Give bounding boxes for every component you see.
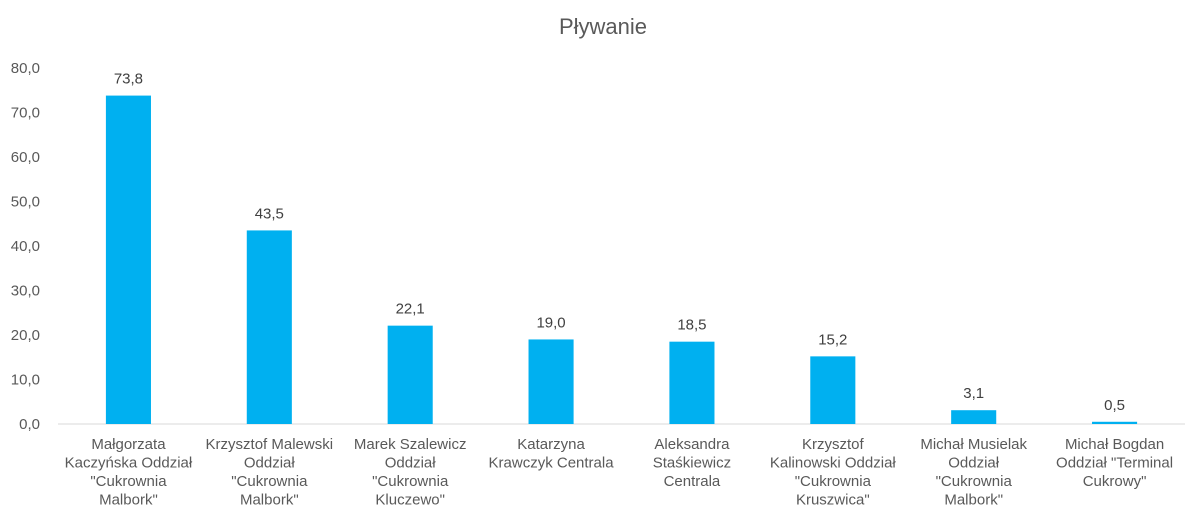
bar (246, 230, 292, 424)
category-label: Michał Bogdan Oddział "Terminal Cukrowy" (1056, 436, 1173, 490)
category-label: Małgorzata Kaczyńska Oddział "Cukrownia Mal… (65, 436, 193, 509)
category-label: Marek Szalewicz Oddział "Cukrownia Kluczewo… (354, 436, 467, 509)
bar (387, 325, 433, 424)
category-label-line: Kalinowski Oddział (770, 455, 897, 472)
category-label-line: Małgorzata (91, 436, 166, 453)
data-label: 0,5 (1104, 397, 1125, 414)
category-label: Krzysztof Malewski Oddział "Cukrownia Malbo… (206, 436, 334, 509)
y-tick-label: 0,0 (19, 416, 40, 433)
category-label-line: Krzysztof Malewski (206, 436, 334, 453)
chart-title: Pływanie (559, 14, 647, 39)
data-labels: 73,8 43,5 22,1 19,0 18,5 15,2 3,1 0,5 (114, 71, 1125, 414)
category-label-line: Centrala (664, 473, 721, 490)
y-axis-ticks: 0,0 10,0 20,0 30,0 40,0 50,0 60,0 70,0 80,0 (11, 60, 40, 433)
category-label-line: Kaczyńska Oddział (65, 455, 193, 472)
category-label-line: Kluczewo" (375, 492, 445, 509)
bar (810, 356, 856, 424)
category-label: Katarzyna Krawczyk Centrala (489, 436, 615, 472)
category-label-line: Oddział (948, 455, 1000, 472)
data-label: 19,0 (536, 314, 565, 331)
y-tick-label: 70,0 (11, 105, 40, 122)
bars (105, 95, 1138, 424)
category-label-line: Katarzyna (517, 436, 585, 453)
data-label: 22,1 (396, 301, 425, 318)
data-label: 73,8 (114, 71, 143, 88)
category-label-line: "Cukrownia (936, 473, 1013, 490)
category-label: Krzysztof Kalinowski Oddział "Cukrownia Kru… (770, 436, 897, 509)
data-label: 43,5 (255, 205, 284, 222)
category-label-line: Kruszwica" (796, 492, 870, 509)
category-label: Michał Musielak Oddział "Cukrownia Malbork" (920, 436, 1027, 509)
y-tick-label: 50,0 (11, 194, 40, 211)
category-labels: Małgorzata Kaczyńska Oddział "Cukrownia Mal… (65, 436, 1173, 509)
category-label-line: Cukrowy" (1083, 473, 1147, 490)
data-label: 3,1 (963, 385, 984, 402)
category-label-line: Michał Musielak (920, 436, 1027, 453)
category-label-line: Krawczyk Centrala (489, 455, 615, 472)
bar (951, 410, 997, 424)
data-label: 18,5 (677, 317, 706, 334)
y-tick-label: 60,0 (11, 149, 40, 166)
category-label-line: Michał Bogdan (1065, 436, 1164, 453)
data-label: 15,2 (818, 331, 847, 348)
category-label-line: Oddział "Terminal (1056, 455, 1173, 472)
category-label-line: Malbork" (99, 492, 158, 509)
category-label-line: Oddział (244, 455, 296, 472)
category-label-line: Malbork" (944, 492, 1003, 509)
category-label-line: Marek Szalewicz (354, 436, 467, 453)
bar (528, 339, 574, 424)
category-label-line: Krzysztof (802, 436, 865, 453)
category-label-line: Oddział (385, 455, 437, 472)
bar (669, 341, 715, 424)
bar (105, 95, 151, 424)
y-tick-label: 10,0 (11, 372, 40, 389)
y-tick-label: 80,0 (11, 60, 40, 77)
y-tick-label: 20,0 (11, 327, 40, 344)
category-label-line: Malbork" (240, 492, 299, 509)
y-tick-label: 30,0 (11, 283, 40, 300)
category-label-line: "Cukrownia (372, 473, 449, 490)
category-label-line: Staśkiewicz (653, 455, 731, 472)
category-label: Aleksandra Staśkiewicz Centrala (653, 436, 731, 490)
category-label-line: "Cukrownia (795, 473, 872, 490)
y-tick-label: 40,0 (11, 238, 40, 255)
category-label-line: "Cukrownia (90, 473, 167, 490)
bar (1092, 421, 1138, 424)
category-label-line: Aleksandra (654, 436, 730, 453)
category-label-line: "Cukrownia (231, 473, 308, 490)
